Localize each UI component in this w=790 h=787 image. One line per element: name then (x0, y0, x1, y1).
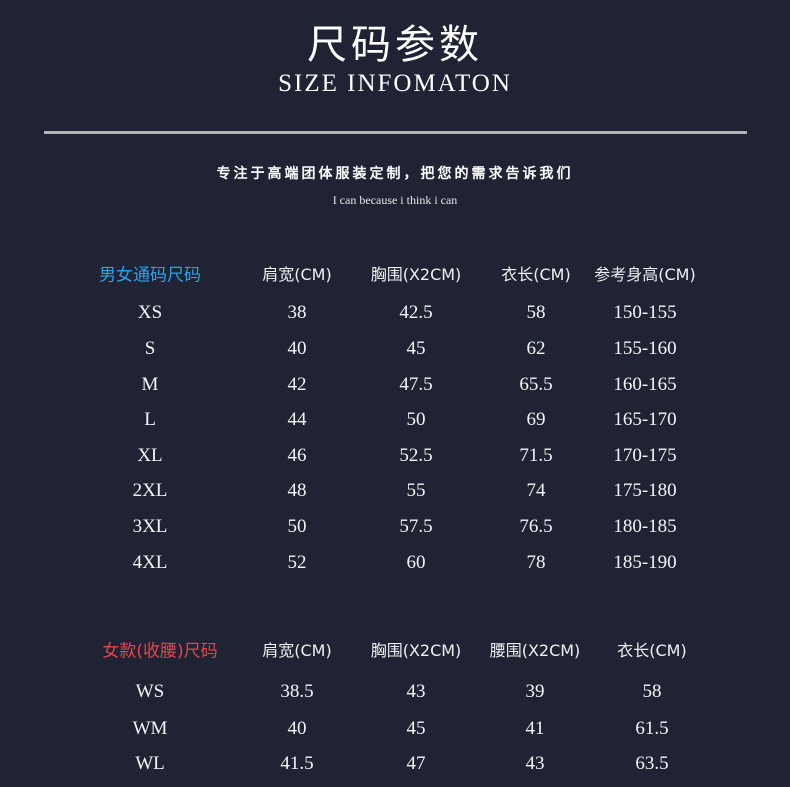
table-cell: 175-180 (613, 480, 677, 501)
table-cell: 38.5 (280, 681, 314, 702)
table-cell: 69 (526, 409, 546, 430)
table-cell: 46 (287, 445, 307, 466)
divider (44, 131, 747, 134)
table-cell: 40 (287, 338, 307, 359)
table-cell: 41 (525, 718, 545, 739)
table-cell: 71.5 (519, 445, 553, 466)
table-cell: 52 (287, 552, 307, 573)
size-label: L (144, 409, 156, 430)
table-cell: 160-165 (613, 374, 677, 395)
table-cell: 38 (287, 302, 307, 323)
table-cell: 150-155 (613, 302, 677, 323)
table-cell: 44 (287, 409, 307, 430)
size-label: WS (135, 681, 165, 702)
table-cell: 76.5 (519, 516, 553, 537)
table-cell: 57.5 (399, 516, 433, 537)
column-header: 胸围(X2CM) (370, 265, 462, 284)
column-header: 参考身高(CM) (594, 265, 696, 284)
table-cell: 55 (406, 480, 426, 501)
table-cell: 61.5 (635, 718, 669, 739)
table-cell: 43 (525, 753, 545, 774)
column-header: 肩宽(CM) (262, 641, 332, 660)
page-subtitle: SIZE INFOMATON (278, 70, 512, 97)
table-cell: 170-175 (613, 445, 677, 466)
size-label: 2XL (132, 480, 168, 501)
table-cell: 52.5 (399, 445, 433, 466)
table-cell: 185-190 (613, 552, 677, 573)
table-cell: 42 (287, 374, 307, 395)
table-cell: 74 (526, 480, 546, 501)
table-cell: 155-160 (613, 338, 677, 359)
size-label: 3XL (132, 516, 168, 537)
size-label: XL (137, 445, 163, 466)
size-label: S (144, 338, 156, 359)
size-label: XS (137, 302, 163, 323)
table-cell: 41.5 (280, 753, 314, 774)
table-cell: 50 (287, 516, 307, 537)
table-cell: 63.5 (635, 753, 669, 774)
table-cell: 78 (526, 552, 546, 573)
column-header: 肩宽(CM) (262, 265, 332, 284)
size-label: WL (135, 753, 165, 774)
column-header: 衣长(CM) (617, 641, 687, 660)
size-label: WM (132, 718, 168, 739)
table-cell: 62 (526, 338, 546, 359)
table-cell: 45 (406, 718, 426, 739)
size-label: M (141, 374, 159, 395)
column-header: 衣长(CM) (501, 265, 571, 284)
tagline: 专注于高端团体服装定制，把您的需求告诉我们 (216, 166, 574, 182)
table-cell: 50 (406, 409, 426, 430)
table-cell: 165-170 (613, 409, 677, 430)
table-cell: 42.5 (399, 302, 433, 323)
table-cell: 180-185 (613, 516, 677, 537)
table-label: 男女通码尺码 (99, 265, 201, 286)
size-label: 4XL (132, 552, 168, 573)
table-cell: 40 (287, 718, 307, 739)
table-cell: 58 (526, 302, 546, 323)
table-cell: 65.5 (519, 374, 553, 395)
table-cell: 39 (525, 681, 545, 702)
page-title: 尺码参数 (307, 22, 483, 68)
table-cell: 45 (406, 338, 426, 359)
column-header: 胸围(X2CM) (370, 641, 462, 660)
table-label: 女款(收腰)尺码 (102, 641, 218, 662)
table-cell: 60 (406, 552, 426, 573)
column-header: 腰围(X2CM) (489, 641, 581, 660)
table-cell: 58 (642, 681, 662, 702)
table-cell: 48 (287, 480, 307, 501)
table-cell: 47.5 (399, 374, 433, 395)
table-cell: 47 (406, 753, 426, 774)
motto: I can because i think i can (332, 193, 458, 207)
table-cell: 43 (406, 681, 426, 702)
